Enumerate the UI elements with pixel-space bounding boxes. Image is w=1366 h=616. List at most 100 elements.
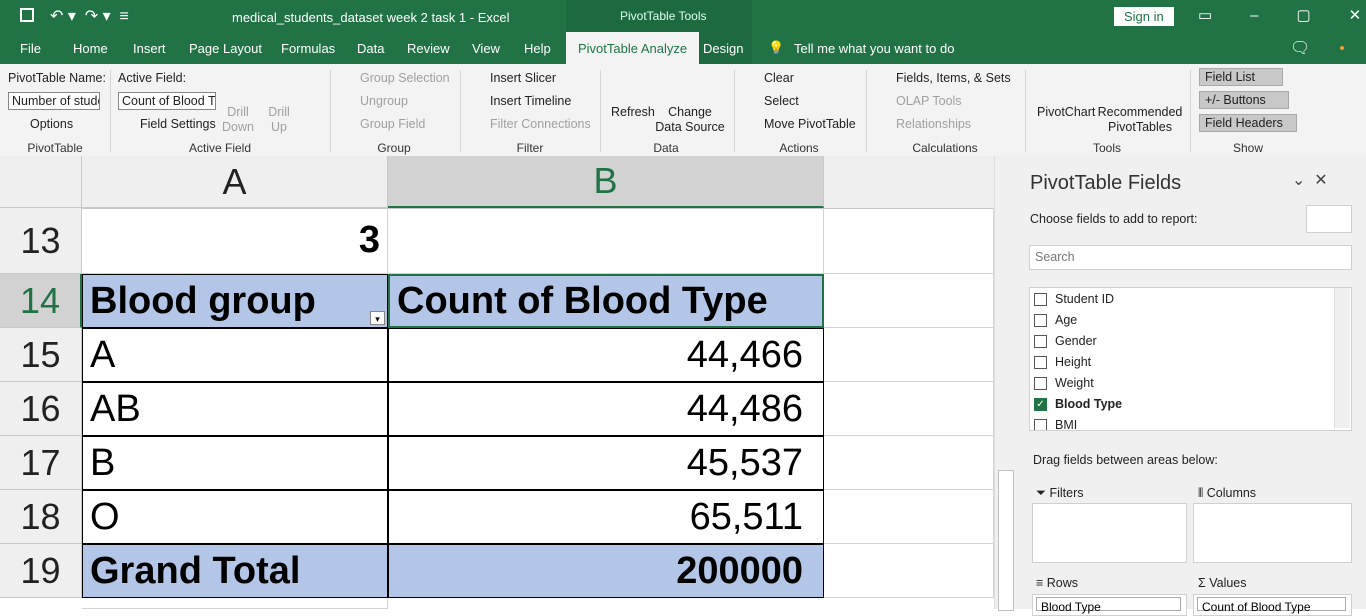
tell-me[interactable]: Tell me what you want to do	[794, 41, 955, 56]
button[interactable]: Group Field	[360, 117, 426, 131]
toggle[interactable]: +/- Buttons	[1199, 91, 1289, 109]
button[interactable]: Clear	[764, 71, 794, 85]
area-box[interactable]	[1032, 503, 1187, 563]
cell[interactable]	[824, 436, 994, 490]
checkbox[interactable]	[1034, 355, 1047, 369]
cell[interactable]	[824, 208, 994, 274]
button[interactable]: Fields, Items, & Sets	[896, 71, 1011, 85]
button[interactable]: Move PivotTable	[764, 117, 856, 131]
column-header[interactable]: B	[388, 156, 824, 208]
window-controls[interactable]: ▭–▢✕	[1198, 7, 1361, 24]
button[interactable]: Select	[764, 94, 799, 108]
checkbox[interactable]	[1034, 418, 1047, 430]
row-header[interactable]: 16	[0, 382, 82, 436]
select-all[interactable]	[0, 156, 82, 208]
cell[interactable]	[824, 544, 994, 598]
column-header[interactable]: A	[82, 156, 388, 208]
checkbox[interactable]: ✓	[1034, 397, 1047, 411]
cell[interactable]: 44,486	[388, 382, 824, 436]
row-header[interactable]: 13	[0, 208, 82, 274]
checkbox[interactable]	[1034, 313, 1047, 327]
checkbox[interactable]	[1034, 376, 1047, 390]
cell[interactable]	[824, 490, 994, 544]
tab[interactable]: Formulas	[281, 41, 336, 56]
tell-me-icon[interactable]: 💡	[768, 40, 785, 55]
pane-controls[interactable]: ⌄ ✕	[1292, 172, 1328, 189]
tab[interactable]: View	[472, 41, 500, 56]
button[interactable]: OLAP Tools	[896, 94, 962, 108]
scroll-thumb[interactable]	[998, 470, 1014, 611]
input[interactable]: Count of Blood Ty	[118, 92, 216, 110]
checkbox[interactable]	[1034, 334, 1047, 348]
button[interactable]: Insert Timeline	[490, 94, 572, 108]
row-header[interactable]: 14	[0, 274, 82, 328]
button[interactable]: Options	[30, 117, 74, 131]
button[interactable]: Drill Up	[268, 105, 290, 134]
button[interactable]: Filter Connections	[490, 117, 591, 131]
input[interactable]: Number of stude	[8, 92, 100, 110]
button[interactable]: PivotChart	[1037, 105, 1096, 119]
cell[interactable]	[824, 382, 994, 436]
settings[interactable]	[1306, 205, 1352, 233]
field-name: Student ID	[1055, 292, 1115, 306]
undo-icon[interactable]: ↶ ▾ ↷ ▾ ≡	[50, 8, 129, 25]
toggle[interactable]: Field List	[1199, 68, 1283, 86]
area-box[interactable]	[1193, 503, 1352, 563]
field[interactable]: Gender	[1034, 331, 1097, 351]
button[interactable]: Relationships	[896, 117, 972, 131]
filter-button[interactable]: ▾	[370, 311, 385, 325]
cell[interactable]: 3	[82, 208, 388, 274]
button[interactable]: Recommended PivotTables	[1097, 105, 1183, 134]
button[interactable]: Group Selection	[360, 71, 450, 85]
tab[interactable]: Insert	[133, 41, 166, 56]
tab[interactable]: Help	[524, 41, 551, 56]
row-header[interactable]: 17	[0, 436, 82, 490]
group-label: Tools	[1092, 141, 1121, 155]
field[interactable]: Student ID	[1034, 289, 1114, 309]
tab[interactable]: Review	[407, 41, 450, 56]
cell[interactable]: B	[82, 436, 388, 490]
tab[interactable]: Home	[73, 41, 108, 56]
group-label: Actions	[779, 141, 819, 155]
comments-icon[interactable]: 🗨	[1290, 40, 1311, 57]
cell[interactable]: 200000	[388, 544, 824, 598]
field[interactable]: BMI	[1034, 415, 1077, 430]
cell[interactable]: 65,511	[388, 490, 824, 544]
sign-in[interactable]: Sign in	[1114, 7, 1174, 26]
save-icon[interactable]	[20, 8, 34, 22]
row-header[interactable]: 18	[0, 490, 82, 544]
button[interactable]: Ungroup	[360, 94, 408, 108]
cell[interactable]: Grand Total	[82, 544, 388, 598]
row-header[interactable]: 15	[0, 328, 82, 382]
cell[interactable]: Blood group	[82, 274, 388, 328]
button[interactable]: Field Settings	[140, 117, 216, 131]
tab[interactable]: PivotTable Analyze	[566, 32, 700, 64]
cell[interactable]: 44,466	[388, 328, 824, 382]
button[interactable]: Drill Down	[222, 105, 254, 134]
cell[interactable]: Count of Blood Type	[388, 274, 824, 328]
tab[interactable]: File	[20, 41, 41, 56]
tab[interactable]: Page Layout	[189, 41, 263, 56]
field[interactable]: Age	[1034, 310, 1077, 330]
field-name: Weight	[1055, 376, 1094, 390]
cell[interactable]	[824, 274, 994, 328]
search-box[interactable]	[1029, 245, 1352, 270]
cell[interactable]: A	[82, 328, 388, 382]
field[interactable]: Height	[1034, 352, 1091, 372]
button[interactable]: Change Data Source	[655, 105, 725, 134]
tab[interactable]: Design	[703, 41, 744, 56]
button[interactable]: Insert Slicer	[490, 71, 556, 85]
toggle[interactable]: Field Headers	[1199, 114, 1297, 132]
cell[interactable]: 45,537	[388, 436, 824, 490]
cell[interactable]	[82, 598, 388, 609]
row-header[interactable]: 19	[0, 544, 82, 598]
field[interactable]: Weight	[1034, 373, 1094, 393]
cell[interactable]	[388, 208, 824, 274]
checkbox[interactable]	[1034, 292, 1047, 306]
tab[interactable]: Data	[357, 41, 385, 56]
cell[interactable]: O	[82, 490, 388, 544]
button[interactable]: Refresh	[611, 105, 655, 119]
field[interactable]: ✓ Blood Type	[1034, 394, 1122, 414]
cell[interactable]: AB	[82, 382, 388, 436]
cell[interactable]	[824, 328, 994, 382]
